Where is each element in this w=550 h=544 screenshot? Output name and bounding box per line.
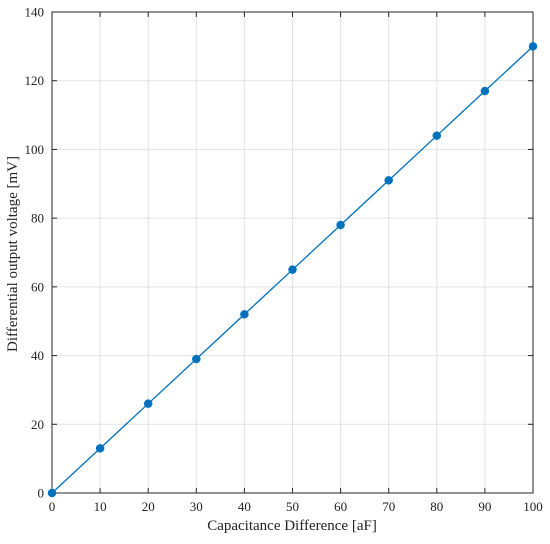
data-point — [432, 131, 442, 140]
x-tick-label: 100 — [523, 499, 543, 514]
y-tick-label: 140 — [25, 5, 45, 20]
data-point — [47, 488, 57, 498]
x-tick-label: 70 — [382, 499, 395, 514]
y-tick-labels: 0 20 40 60 80 100 120 140 — [25, 5, 45, 501]
grid — [51, 11, 534, 494]
data-point — [192, 354, 201, 364]
data-point — [480, 86, 490, 96]
series — [47, 42, 538, 498]
y-tick-label: 0 — [38, 486, 45, 501]
x-tick-label: 50 — [286, 499, 299, 514]
x-tick-label: 40 — [238, 499, 251, 514]
data-point — [528, 42, 538, 51]
data-point — [288, 265, 297, 274]
data-point — [240, 310, 249, 319]
x-tick-label: 20 — [142, 499, 155, 514]
x-tick-label: 80 — [430, 499, 443, 514]
x-tick-labels: 0 10 20 30 40 50 60 70 80 90 100 — [49, 499, 543, 514]
y-tick-label: 100 — [25, 142, 45, 157]
data-point — [95, 444, 105, 453]
data-point — [336, 220, 345, 230]
y-tick-label: 80 — [31, 211, 44, 226]
plot-frame — [51, 11, 534, 494]
x-tick-label: 30 — [190, 499, 203, 514]
y-tick-label: 40 — [31, 348, 44, 363]
y-tick-label: 120 — [25, 73, 45, 88]
x-tick-label: 10 — [94, 499, 107, 514]
x-axis-title: Capacitance Difference [aF] — [207, 518, 377, 534]
axes — [51, 11, 534, 494]
data-point — [384, 176, 393, 185]
x-tick-label: 60 — [334, 499, 347, 514]
x-tick-label: 0 — [49, 499, 56, 514]
y-tick-label: 60 — [31, 279, 44, 294]
y-axis-title: Differential output voltage [mV] — [5, 156, 21, 352]
x-tick-label: 90 — [478, 499, 491, 514]
data-point — [143, 399, 153, 408]
y-tick-label: 20 — [31, 417, 44, 432]
